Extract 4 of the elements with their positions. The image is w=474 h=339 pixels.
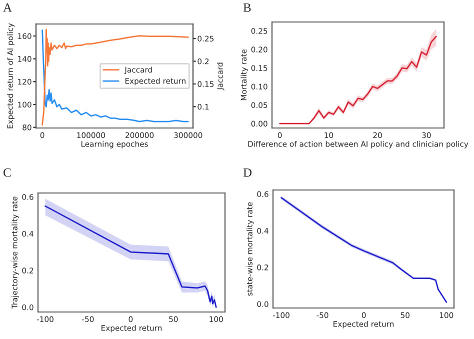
chart-title: C bbox=[4, 168, 11, 177]
chart-title: D bbox=[243, 168, 252, 177]
chart-title: B bbox=[243, 3, 251, 12]
chart-title: A bbox=[3, 3, 12, 12]
